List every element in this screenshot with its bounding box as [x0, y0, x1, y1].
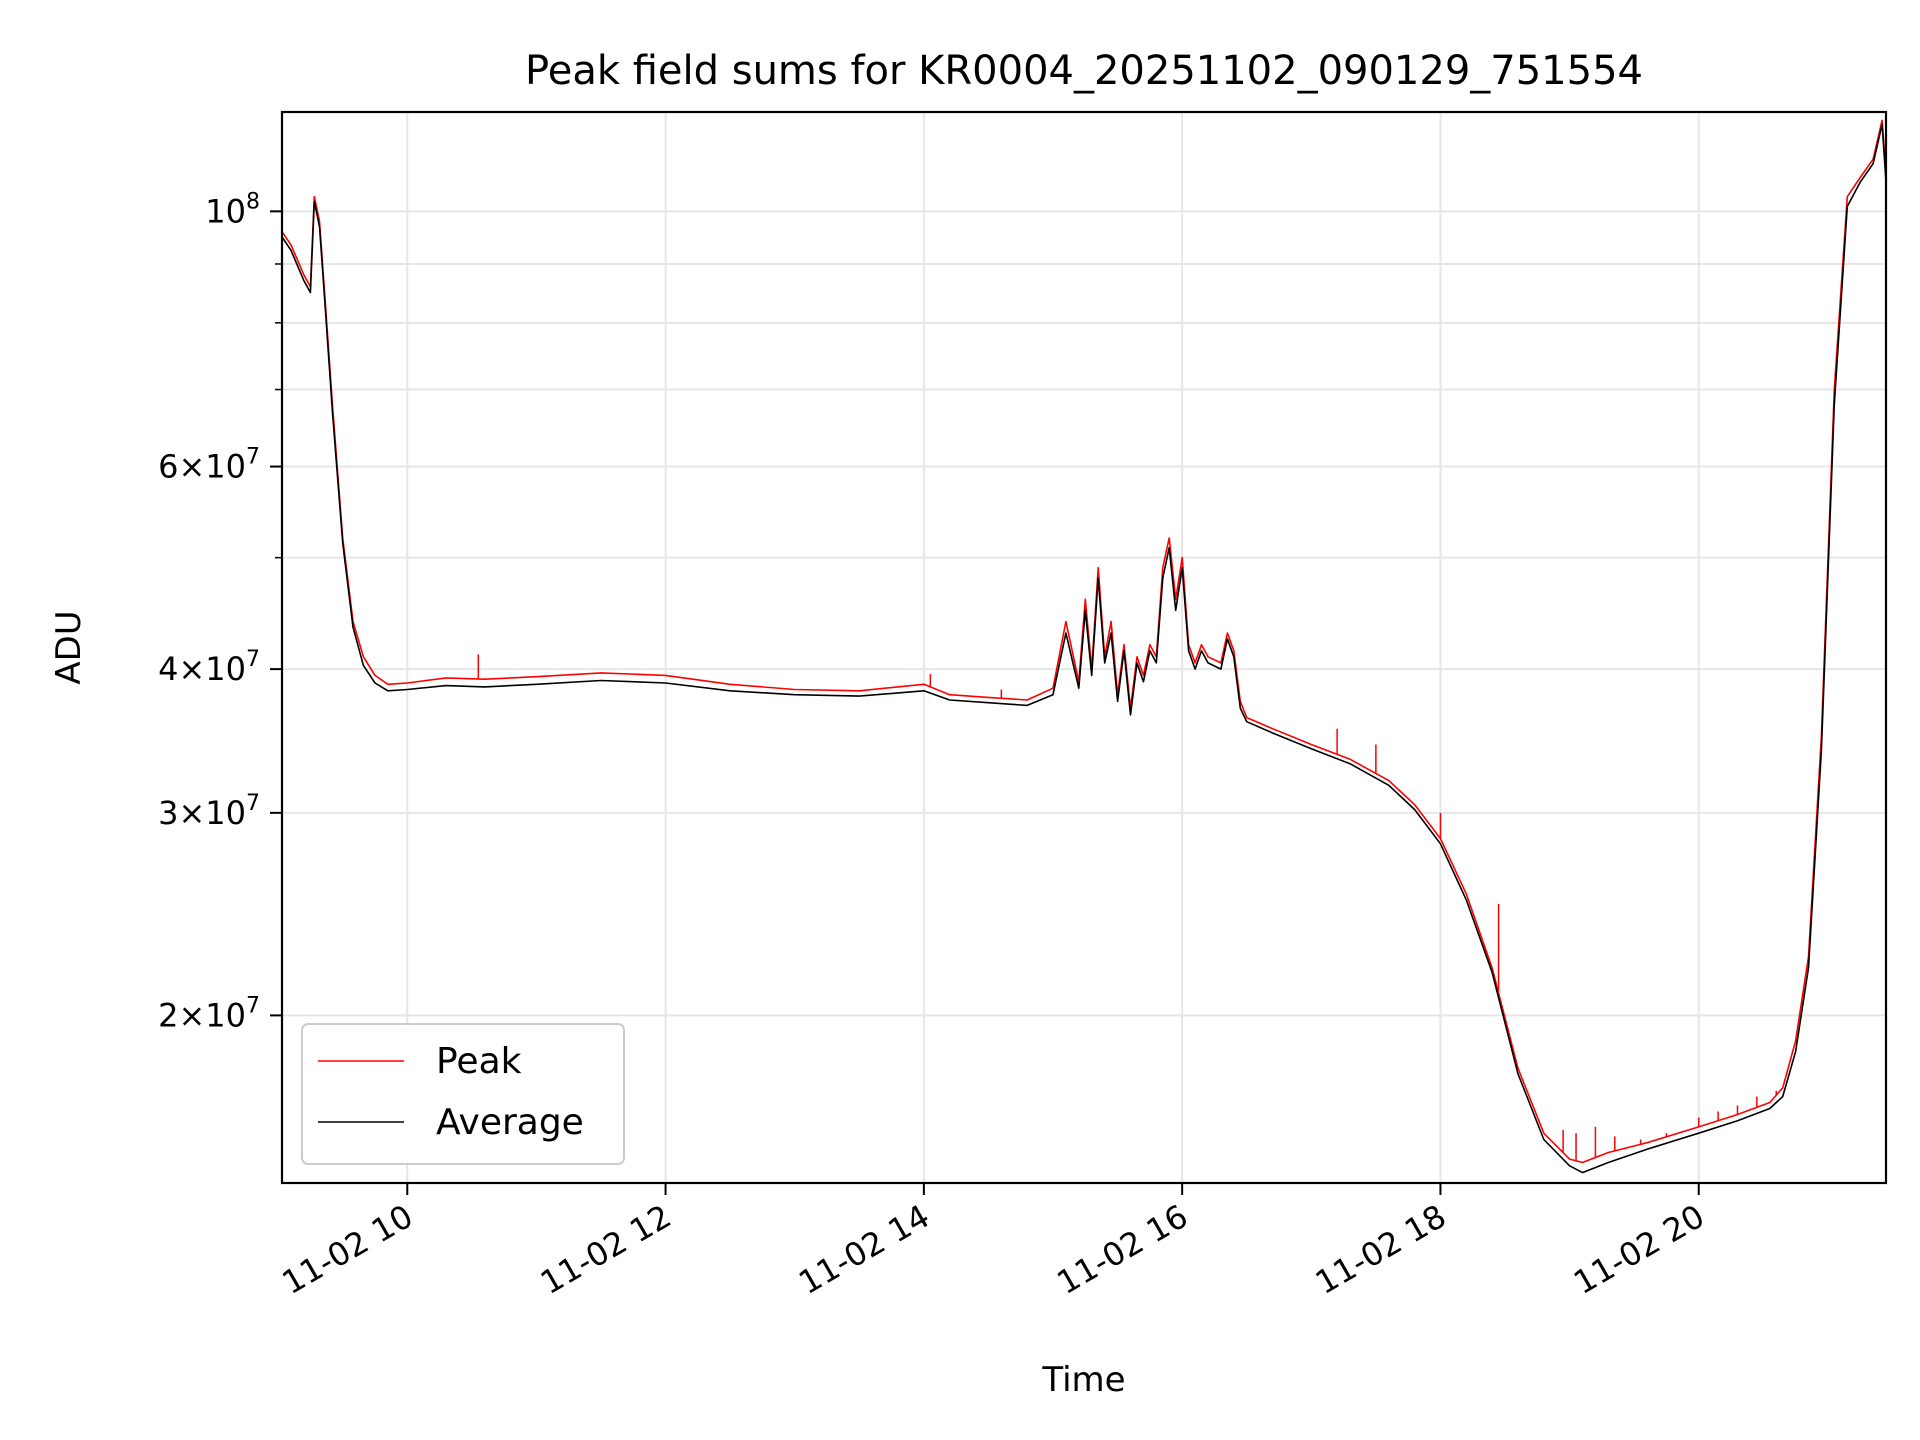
x-axis-label: Time	[1041, 1360, 1125, 1400]
series-line-average	[282, 123, 1886, 1174]
grid	[282, 112, 1886, 1183]
y-axis-label: ADU	[49, 610, 89, 684]
legend-box	[301, 1023, 625, 1165]
legend-peak-label: Peak	[436, 1041, 522, 1082]
y-tick-label-2: 4×107	[158, 647, 260, 688]
series-average	[282, 123, 1886, 1174]
chart-title: Peak field sums for KR0004_20251102_0901…	[525, 48, 1643, 94]
plot-frame	[280, 110, 1888, 1185]
legend: Peak Average	[301, 1023, 625, 1165]
y-tick-label-1: 3×107	[158, 791, 260, 832]
y-tick-label-4: 108	[205, 189, 260, 230]
y-tick-label-0: 2×107	[158, 993, 260, 1034]
legend-average-label: Average	[436, 1102, 584, 1143]
y-tick-label-3: 6×107	[158, 445, 260, 486]
series-layer	[282, 119, 1886, 1174]
